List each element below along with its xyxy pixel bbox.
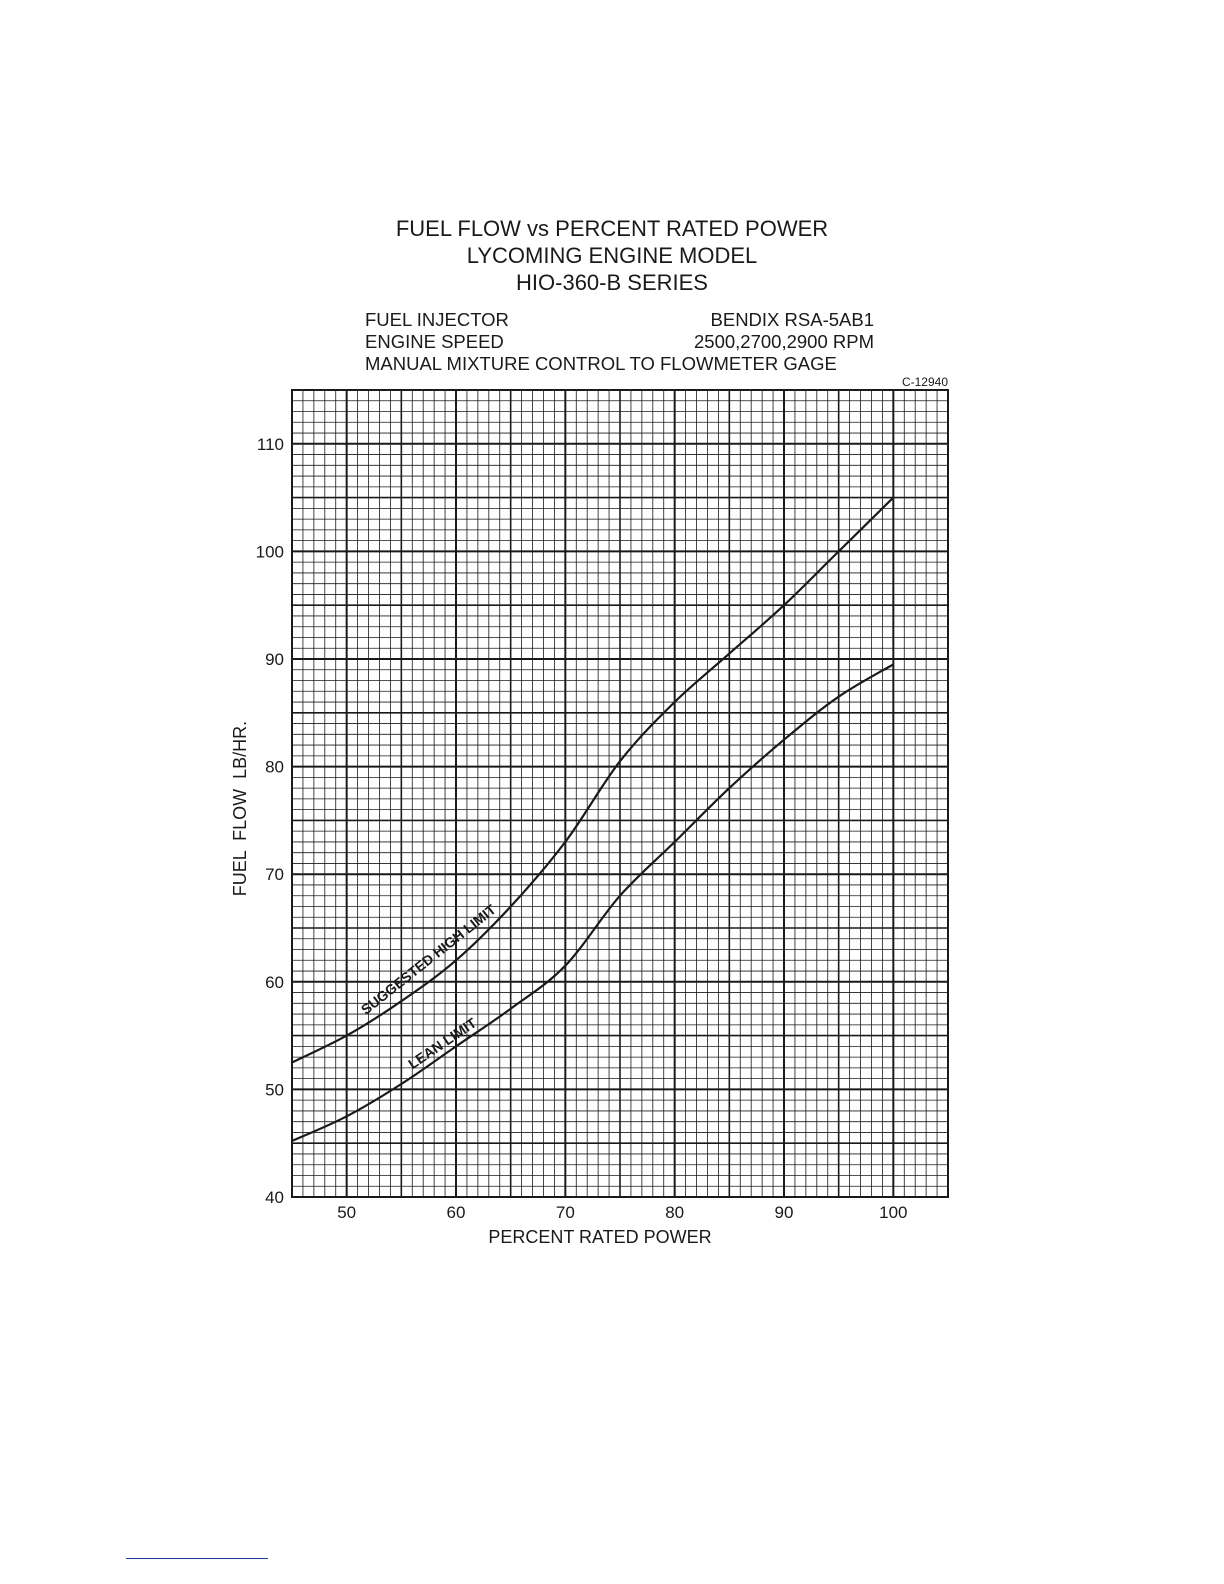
series-label-2: LEAN LIMIT bbox=[405, 1014, 479, 1072]
engine-series-line: HIO-360-B SERIES bbox=[516, 270, 708, 295]
series-line-2 bbox=[291, 663, 894, 1143]
y-tick-label: 50 bbox=[265, 1080, 284, 1099]
mixture-note: MANUAL MIXTURE CONTROL TO FLOWMETER GAGE bbox=[365, 353, 837, 374]
series-lines bbox=[291, 496, 895, 1143]
x-tick-label: 90 bbox=[775, 1203, 794, 1222]
series-line-1 bbox=[291, 496, 895, 1064]
x-tick-label: 80 bbox=[665, 1203, 684, 1222]
x-tick-label: 70 bbox=[556, 1203, 575, 1222]
engine-speed-label: ENGINE SPEED bbox=[365, 331, 504, 352]
y-tick-label: 100 bbox=[256, 542, 284, 561]
y-tick-label: 90 bbox=[265, 650, 284, 669]
x-tick-label: 50 bbox=[337, 1203, 356, 1222]
y-tick-label: 110 bbox=[257, 435, 284, 454]
engine-model-line: LYCOMING ENGINE MODEL bbox=[466, 243, 758, 268]
y-tick-label: 80 bbox=[265, 758, 284, 777]
x-tick-label: 60 bbox=[447, 1203, 466, 1222]
x-tick-label: 100 bbox=[879, 1203, 907, 1222]
chart-title: FUEL FLOW vs PERCENT RATED POWER bbox=[395, 216, 829, 241]
fuel-injector-label: FUEL INJECTOR bbox=[365, 309, 509, 330]
plot-frame bbox=[291, 389, 949, 1198]
x-axis-label: PERCENT RATED POWER bbox=[488, 1227, 711, 1247]
y-tick-label: 60 bbox=[265, 973, 284, 992]
engine-speed-value: 2500,2700,2900 RPM bbox=[694, 331, 874, 352]
x-tick-labels: 50 60 70 80 90 100 bbox=[337, 1203, 907, 1222]
footer-rule bbox=[126, 1558, 268, 1559]
y-axis-label: FUEL FLOW LB/HR. bbox=[230, 721, 250, 896]
y-tick-label: 70 bbox=[265, 865, 284, 884]
drawing-code: C-12940 bbox=[901, 375, 948, 389]
fuel-injector-value: BENDIX RSA-5AB1 bbox=[710, 309, 874, 330]
y-tick-label: 40 bbox=[265, 1188, 284, 1207]
y-tick-labels: 40 50 60 70 80 90 100 110 bbox=[256, 435, 284, 1207]
